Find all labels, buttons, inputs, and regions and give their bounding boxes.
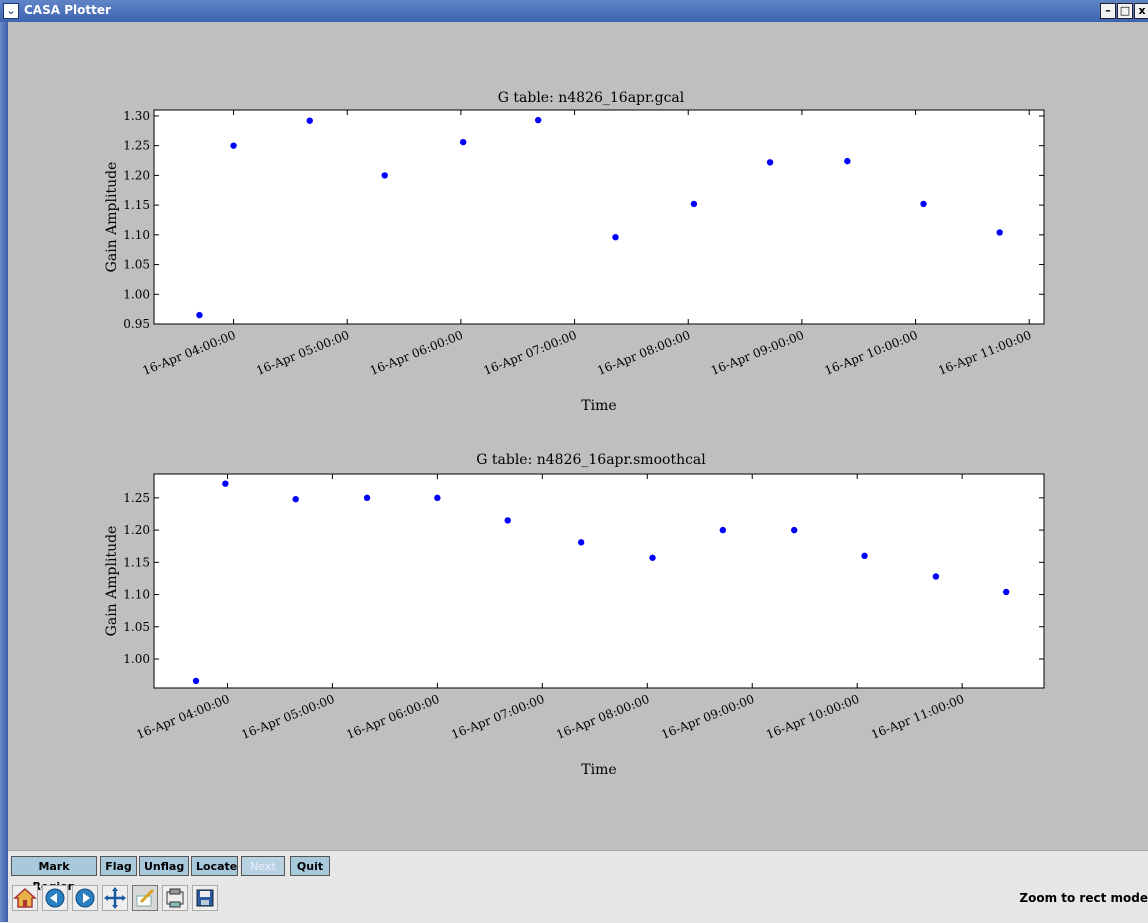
y-tick-label: 1.10 xyxy=(123,228,150,242)
forward-icon[interactable] xyxy=(72,885,98,911)
x-tick-label: 16-Apr 10:00:00 xyxy=(764,692,861,742)
y-tick-label: 0.95 xyxy=(123,317,150,331)
y-tick-label: 1.20 xyxy=(123,168,150,182)
data-point xyxy=(381,172,388,179)
plot-smoothcal: G table: n4826_16apr.smoothcal 1.001.051… xyxy=(104,452,1045,778)
plot-svg: G table: n4826_16apr.gcal 0.951.001.051.… xyxy=(104,90,1045,778)
x-tick-label: 16-Apr 06:00:00 xyxy=(368,328,465,378)
maximize-button[interactable]: □ xyxy=(1117,3,1133,19)
data-points xyxy=(196,116,1003,319)
y-tick-label: 1.30 xyxy=(123,109,150,123)
data-point xyxy=(577,539,585,546)
back-icon[interactable] xyxy=(42,885,68,911)
status-text: Zoom to rect mode xyxy=(1019,891,1148,905)
data-point xyxy=(434,494,441,502)
data-point xyxy=(196,311,203,319)
window-left-border xyxy=(0,22,8,922)
window-titlebar: ⌄ CASA Plotter – □ x xyxy=(0,0,1148,23)
data-points xyxy=(192,480,1010,685)
x-tick-label: 16-Apr 09:00:00 xyxy=(659,692,756,742)
x-axis-label: Time xyxy=(581,762,616,778)
x-tick-label: 16-Apr 04:00:00 xyxy=(134,692,231,742)
data-point xyxy=(363,494,371,502)
x-tick-label: 16-Apr 04:00:00 xyxy=(141,328,238,378)
data-point xyxy=(192,677,200,685)
x-tick-label: 16-Apr 11:00:00 xyxy=(936,328,1033,378)
data-point xyxy=(844,157,851,165)
data-point xyxy=(920,200,927,208)
close-button[interactable]: x xyxy=(1134,3,1148,19)
data-point xyxy=(932,573,940,580)
x-tick-label: 16-Apr 11:00:00 xyxy=(869,692,966,742)
save-icon[interactable] xyxy=(192,885,218,911)
y-tick-label: 1.25 xyxy=(123,139,150,153)
y-axis-ticks: 0.95 1.00 1.05 1.10 1.15 1.20 1.25 1.30 xyxy=(123,109,1044,331)
mark-region-button[interactable]: Mark Region xyxy=(11,856,97,893)
data-point xyxy=(292,495,299,503)
data-point xyxy=(649,554,656,561)
home-icon[interactable] xyxy=(12,885,38,911)
y-tick-label: 1.20 xyxy=(123,523,150,537)
data-point xyxy=(1003,588,1010,596)
x-tick-label: 16-Apr 05:00:00 xyxy=(254,328,351,378)
quit-button[interactable]: Quit xyxy=(290,856,330,876)
data-point xyxy=(612,234,619,241)
minimize-button[interactable]: – xyxy=(1100,3,1116,19)
data-point xyxy=(459,138,467,146)
data-point xyxy=(996,229,1003,236)
plot-title: G table: n4826_16apr.smoothcal xyxy=(476,452,706,468)
y-tick-label: 1.05 xyxy=(123,620,150,634)
data-point xyxy=(719,526,727,534)
x-tick-label: 16-Apr 08:00:00 xyxy=(554,692,651,742)
subplots-icon[interactable] xyxy=(162,885,188,911)
y-tick-label: 1.00 xyxy=(123,652,150,666)
window-menu-icon[interactable]: ⌄ xyxy=(3,3,19,19)
next-button[interactable]: Next xyxy=(241,856,285,876)
window-title: CASA Plotter xyxy=(24,3,111,17)
data-point xyxy=(690,200,698,208)
x-tick-label: 16-Apr 06:00:00 xyxy=(344,692,441,742)
data-point xyxy=(230,142,237,149)
x-tick-label: 16-Apr 09:00:00 xyxy=(709,328,806,378)
y-axis-label: Gain Amplitude xyxy=(104,526,120,637)
data-point xyxy=(861,552,868,560)
y-tick-label: 1.25 xyxy=(123,491,150,505)
data-point xyxy=(306,117,313,124)
plot-canvas[interactable]: G table: n4826_16apr.gcal 0.95 1.00 1.05 1.… xyxy=(8,22,1148,850)
x-tick-label: 16-Apr 05:00:00 xyxy=(239,692,336,742)
data-point xyxy=(766,159,774,166)
plot-title: G table: n4826_16apr.gcal xyxy=(498,90,685,106)
plot-axes xyxy=(153,109,1045,325)
data-point xyxy=(504,517,511,524)
pan-icon[interactable] xyxy=(102,885,128,911)
x-axis-label: Time xyxy=(581,398,616,414)
data-point xyxy=(222,480,229,487)
y-axis-label: Gain Amplitude xyxy=(104,162,120,273)
x-tick-label: 16-Apr 10:00:00 xyxy=(823,328,920,378)
data-point xyxy=(791,526,798,534)
y-tick-label: 1.15 xyxy=(123,198,150,212)
locate-button[interactable]: Locate xyxy=(191,856,238,876)
x-tick-label: 16-Apr 07:00:00 xyxy=(482,328,579,378)
x-tick-label: 16-Apr 08:00:00 xyxy=(595,328,692,378)
x-tick-label: 16-Apr 07:00:00 xyxy=(449,692,546,742)
y-tick-label: 1.05 xyxy=(123,258,150,272)
y-tick-label: 1.00 xyxy=(123,287,150,301)
plot-gcal: G table: n4826_16apr.gcal 0.95 1.00 1.05 1.… xyxy=(104,90,1045,414)
plot-axes xyxy=(153,473,1045,689)
y-axis-ticks: 1.00 1.05 1.10 1.15 1.20 1.25 xyxy=(123,491,1044,666)
bottom-toolbar: Mark Region Flag Unflag Locate Next Quit… xyxy=(8,850,1148,923)
y-tick-label: 1.10 xyxy=(123,588,150,602)
unflag-button[interactable]: Unflag xyxy=(139,856,189,876)
y-tick-label: 1.15 xyxy=(123,555,150,569)
flag-button[interactable]: Flag xyxy=(100,856,137,876)
data-point xyxy=(534,116,542,124)
zoom-rect-icon[interactable] xyxy=(132,885,158,911)
